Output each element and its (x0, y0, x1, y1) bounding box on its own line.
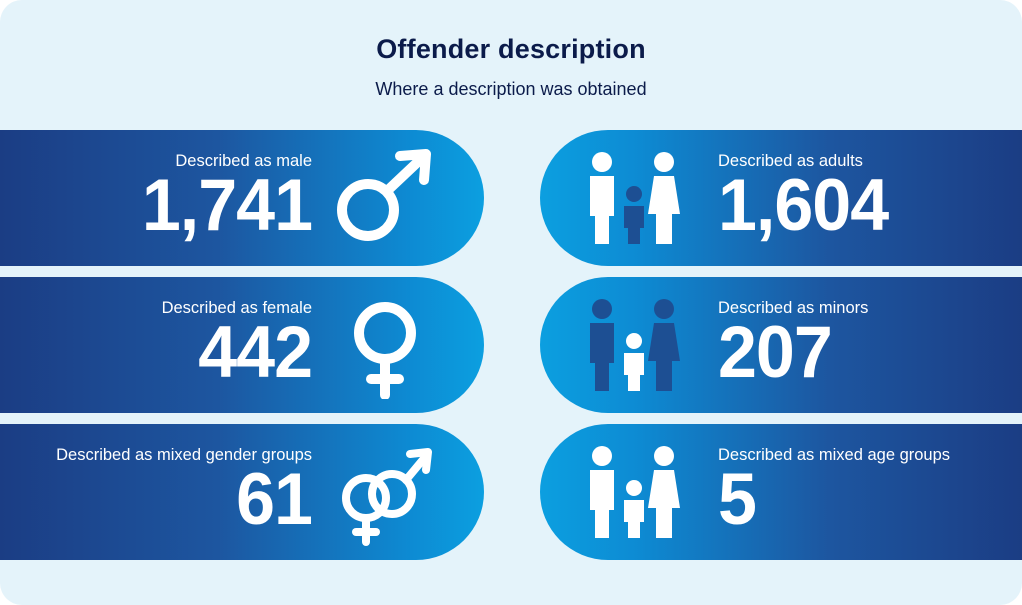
card-label: Described as mixed gender groups (56, 446, 312, 464)
family-minors-icon (580, 293, 690, 397)
card-female: Described as female 442 (0, 277, 484, 413)
card-label: Described as male (175, 152, 312, 170)
card-label: Described as mixed age groups (718, 446, 951, 464)
family-adults-icon (580, 146, 690, 250)
card-value: 1,741 (141, 164, 313, 246)
page-title: Offender description (376, 34, 646, 64)
card-mixed-age: Described as mixed age groups 5 (540, 424, 1022, 560)
family-mixed-icon (580, 440, 690, 544)
card-label: Described as minors (718, 299, 869, 317)
card-value: 1,604 (718, 164, 889, 246)
page-subtitle: Where a description was obtained (375, 79, 647, 99)
card-mixed-gender: Described as mixed gender groups 61 (0, 424, 484, 560)
card-label: Described as adults (718, 152, 863, 170)
female-symbol-icon (330, 295, 440, 399)
mixed-gender-icon (330, 442, 440, 546)
card-value: 207 (718, 311, 833, 393)
card-label: Described as female (161, 299, 312, 317)
card-value: 61 (236, 458, 313, 540)
male-symbol-icon (330, 148, 440, 252)
card-adults: Described as adults 1,604 (540, 130, 1022, 266)
card-male: Described as male 1,741 (0, 130, 484, 266)
card-minors: Described as minors 207 (540, 277, 1022, 413)
card-value: 442 (198, 311, 313, 393)
card-value: 5 (718, 458, 757, 540)
